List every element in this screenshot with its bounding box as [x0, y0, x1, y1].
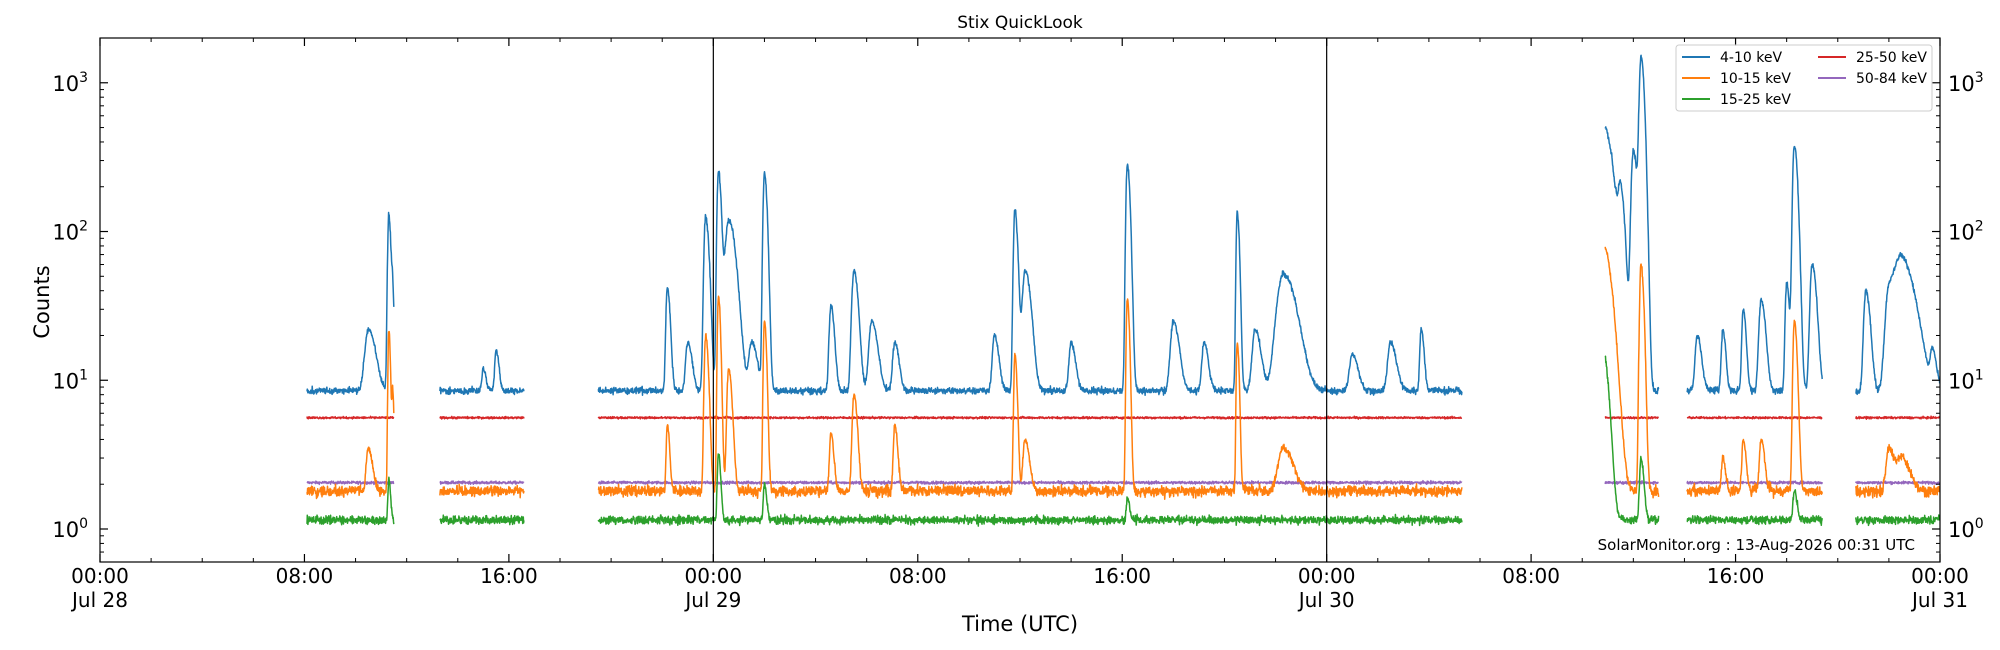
- x-tick-date-label: Jul 29: [683, 588, 741, 612]
- x-axis-label: Time (UTC): [961, 612, 1078, 636]
- series-line: [1604, 480, 1660, 486]
- timestamp-annotation: SolarMonitor.org : 13-Aug-2026 00:31 UTC: [1598, 536, 1915, 554]
- series-25-50-kev: [306, 415, 1940, 420]
- series-line: [306, 480, 395, 486]
- series-line: [597, 295, 1463, 500]
- x-tick-label: 08:00: [276, 564, 334, 588]
- series-line: [1604, 415, 1660, 420]
- y-axis-label: Counts: [30, 265, 54, 338]
- y-tick-label: 100: [52, 516, 88, 542]
- x-tick-label: 00:00: [71, 564, 129, 588]
- series-line: [1604, 355, 1660, 526]
- series-line: [597, 163, 1463, 397]
- series-line: [1855, 251, 1940, 396]
- y-tick-label: 102: [52, 219, 88, 245]
- legend-label: 15-25 keV: [1720, 92, 1791, 108]
- legend-label: 25-50 keV: [1856, 50, 1927, 66]
- series-10-15-kev: [306, 246, 1940, 500]
- series-line: [1686, 145, 1823, 396]
- series-15-25-kev: [306, 355, 1940, 527]
- series-line: [597, 453, 1463, 527]
- series-line: [1604, 54, 1660, 395]
- series-line: [1686, 415, 1823, 420]
- series-line: [306, 415, 395, 420]
- x-tick-label: 08:00: [1502, 564, 1560, 588]
- x-tick-label: 00:00: [1911, 564, 1969, 588]
- legend-label: 4-10 keV: [1720, 50, 1782, 66]
- chart-title: Stix QuickLook: [957, 13, 1083, 33]
- legend-box: [1675, 44, 1933, 112]
- series-4-10-kev: [306, 54, 1940, 397]
- series-line: [1686, 489, 1823, 527]
- y-tick-label: 103: [52, 70, 88, 96]
- series-line: [597, 415, 1463, 420]
- x-tick-label: 16:00: [1093, 564, 1151, 588]
- x-tick-label: 16:00: [480, 564, 538, 588]
- series-50-84-kev: [306, 479, 1940, 486]
- series-line: [439, 483, 525, 499]
- series-line: [306, 330, 395, 500]
- y-tick-label-right: 103: [1948, 70, 1984, 96]
- series-line: [1854, 443, 1940, 499]
- y-tick-label-right: 101: [1948, 367, 1984, 393]
- x-tick-label: 16:00: [1707, 564, 1765, 588]
- x-tick-date-label: Jul 28: [70, 588, 128, 612]
- series-line: [306, 211, 395, 396]
- x-tick-label: 00:00: [685, 564, 743, 588]
- series-line: [1686, 319, 1823, 499]
- y-tick-label-right: 100: [1948, 516, 1984, 542]
- series-line: [1604, 246, 1660, 499]
- series-line: [1854, 480, 1940, 486]
- x-tick-label: 08:00: [889, 564, 947, 588]
- legend: 4-10 keV 10-15 keV 15-25 keV 25-50 keV 50-84…: [1675, 44, 1933, 112]
- y-tick-label-right: 102: [1948, 219, 1984, 245]
- series-line: [1855, 415, 1940, 420]
- series-line: [597, 479, 1463, 486]
- series-line: [439, 415, 525, 420]
- y-axis: 100 100 101 101 102 102 103 103: [52, 37, 1984, 563]
- series-layer: [306, 54, 1940, 527]
- x-tick-label: 00:00: [1298, 564, 1356, 588]
- y-tick-label: 101: [52, 367, 88, 393]
- series-line: [306, 476, 395, 526]
- legend-label: 50-84 keV: [1856, 71, 1927, 87]
- series-line: [439, 480, 525, 486]
- series-line: [439, 514, 525, 526]
- series-line: [439, 349, 525, 396]
- x-tick-date-label: Jul 30: [1297, 588, 1355, 612]
- legend-label: 10-15 keV: [1720, 71, 1791, 87]
- x-tick-date-label: Jul 31: [1910, 588, 1968, 612]
- series-line: [1854, 514, 1940, 527]
- series-line: [1686, 480, 1823, 486]
